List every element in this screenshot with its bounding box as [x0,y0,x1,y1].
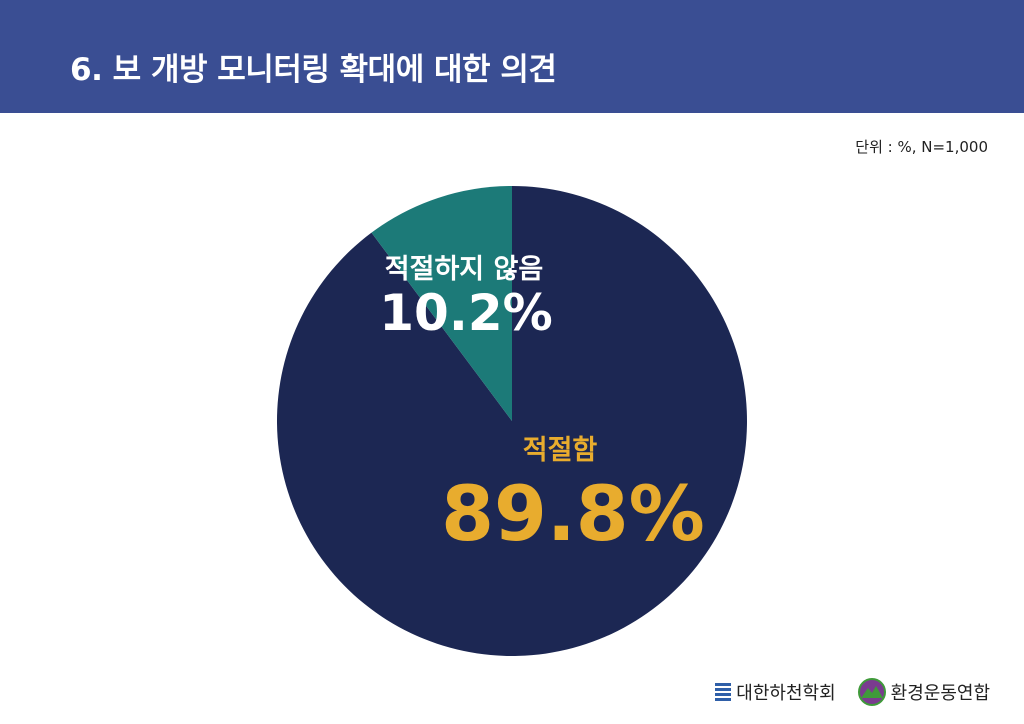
logo-kfem: 환경운동연합 [857,678,990,706]
slice-value-not-appropriate: 10.2% [379,284,552,342]
logo-korean-river-society: 대한하천학회 [715,679,836,705]
mountain-icon [857,678,886,706]
pie-slice-not-appropriate [371,186,512,421]
header-bar: 6. 보 개방 모니터링 확대에 대한 의견 [0,0,1024,113]
footer-logos: 대한하천학회 환경운동연합 [715,675,990,709]
stripes-icon [715,683,732,701]
slice-label-appropriate: 적절함 [523,435,598,466]
slice-value-appropriate: 89.8% [441,469,705,558]
slice-label-not-appropriate: 적절하지 않음 [385,254,543,285]
page-title: 6. 보 개방 모니터링 확대에 대한 의견 [70,52,557,88]
unit-note: 단위 : %, N=1,000 [855,138,988,156]
logo-1-text: 대한하천학회 [736,683,836,704]
logo-2-text: 환경운동연합 [890,683,990,704]
